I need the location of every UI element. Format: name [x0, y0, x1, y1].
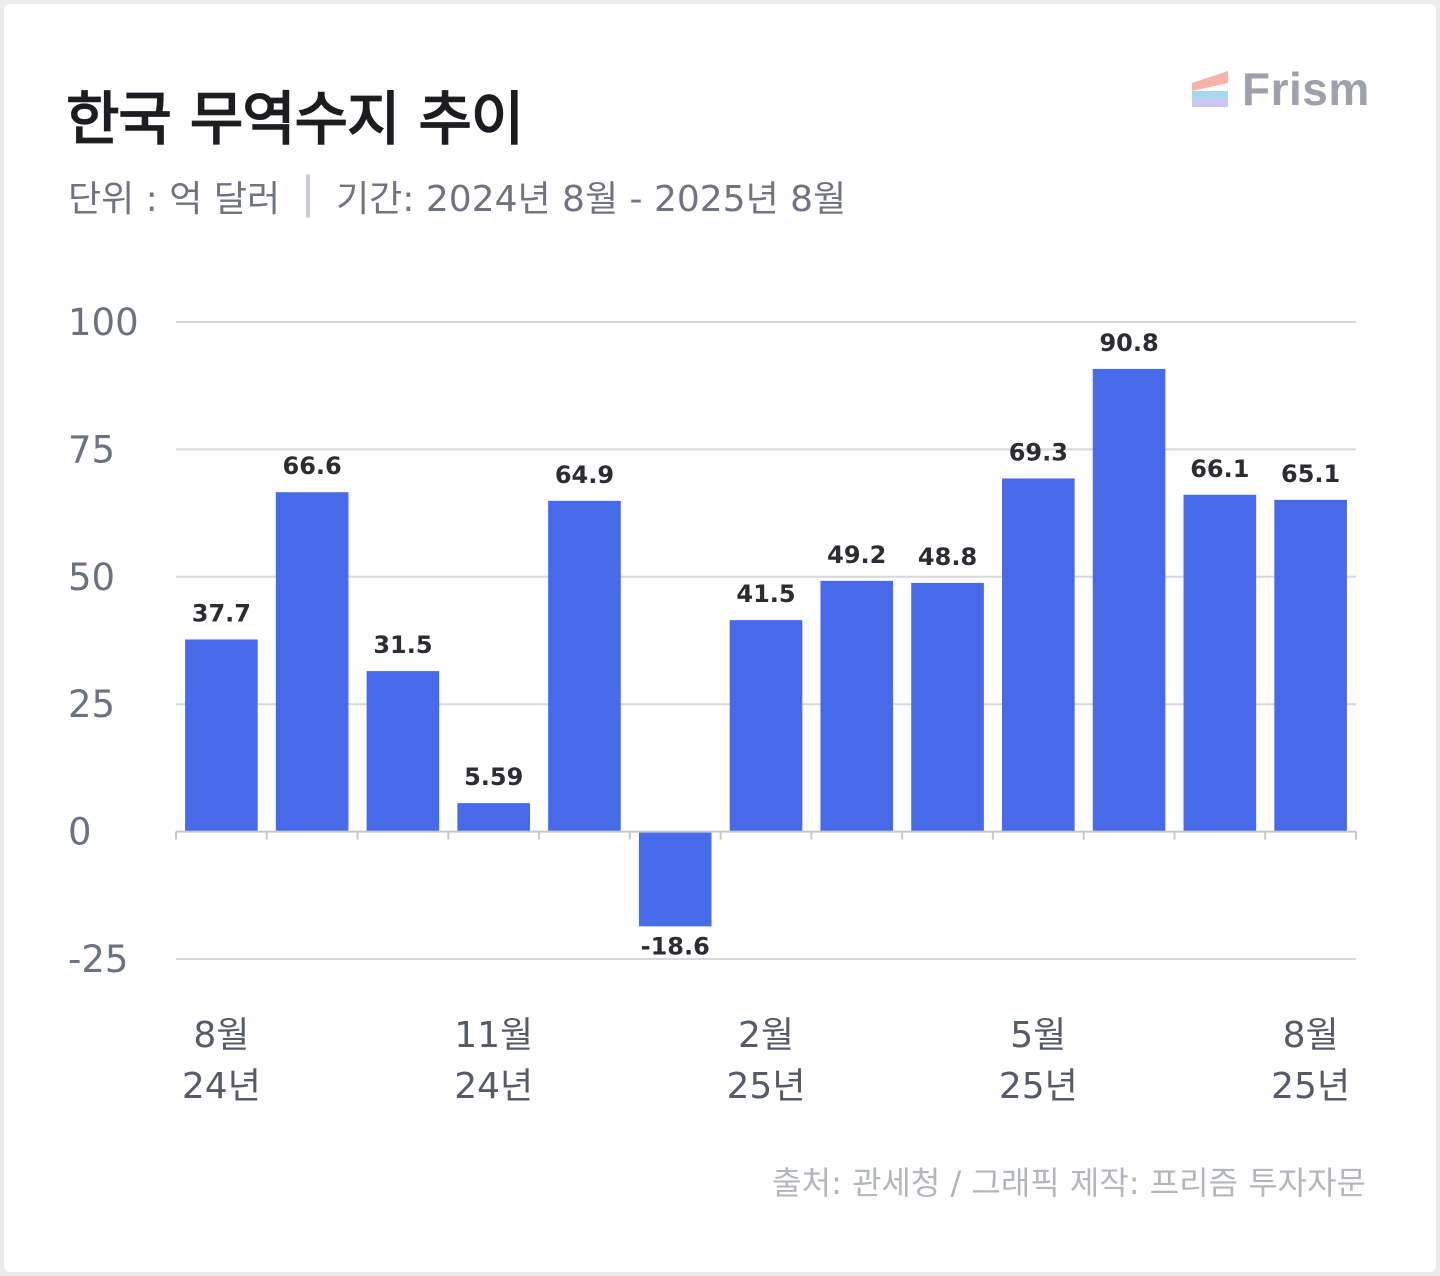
brand-name: Frism [1242, 63, 1370, 115]
bar [275, 492, 349, 832]
bar [820, 580, 894, 832]
data-label: -18.6 [641, 932, 710, 960]
chart-subtitle: 단위 : 억 달러 기간: 2024년 8월 - 2025년 8월 [68, 170, 846, 222]
data-label: 49.2 [827, 541, 886, 569]
brand-logo: Frism [1190, 62, 1370, 116]
unit-label: 단위 : 억 달러 [68, 179, 281, 220]
x-label-month: 8월 [193, 1015, 249, 1056]
x-label-year: 25년 [727, 1066, 806, 1107]
y-tick-label: -25 [68, 938, 128, 981]
bar [1183, 494, 1257, 832]
data-label: 64.9 [555, 461, 614, 489]
bar [1002, 478, 1075, 832]
data-label: 90.8 [1099, 329, 1158, 357]
bar [548, 500, 621, 832]
x-label-month: 11월 [454, 1015, 533, 1056]
data-label: 66.1 [1190, 455, 1249, 483]
y-axis-ticks: 100 75 50 25 0 -25 [68, 301, 139, 981]
y-tick-label: 50 [68, 556, 115, 599]
y-tick-label: 0 [68, 811, 92, 854]
source-note: 출처: 관세청 / 그래픽 제작: 프리즘 투자자문 [772, 1164, 1366, 1202]
data-label: 48.8 [918, 543, 977, 571]
frism-logo-icon [1192, 71, 1228, 107]
data-label: 65.1 [1281, 460, 1340, 488]
bar [911, 582, 984, 832]
data-label: 69.3 [1009, 438, 1068, 466]
x-label-year: 25년 [1271, 1066, 1350, 1107]
x-label-month: 5월 [1010, 1015, 1066, 1056]
data-label: 41.5 [736, 580, 795, 608]
data-label: 66.6 [283, 452, 342, 480]
period-label: 기간: 2024년 8월 - 2025년 8월 [336, 179, 847, 220]
x-label-year: 25년 [999, 1066, 1078, 1107]
bar [1092, 368, 1166, 832]
chart-title: 한국 무역수지 추이 [66, 85, 524, 153]
data-label: 5.59 [464, 763, 523, 791]
y-tick-label: 25 [68, 683, 115, 726]
x-label-month: 8월 [1283, 1015, 1339, 1056]
x-label-year: 24년 [454, 1066, 533, 1107]
bar [366, 671, 440, 832]
bar [1274, 499, 1347, 832]
bar [185, 639, 258, 832]
x-label-year: 24년 [182, 1066, 261, 1107]
x-axis-labels: 8월 24년 11월 24년 2월 25년 5월 25년 8월 25년 [182, 1015, 1350, 1107]
bar [638, 831, 712, 927]
y-tick-label: 75 [68, 428, 115, 471]
x-label-month: 2월 [738, 1015, 794, 1056]
data-label: 31.5 [373, 631, 432, 659]
data-label: 37.7 [192, 599, 251, 627]
data-labels: 37.7 66.6 31.5 5.59 64.9 -18.6 41.5 49.2 48.8 69.… [192, 329, 1340, 961]
y-tick-label: 100 [68, 301, 139, 344]
subtitle-divider [306, 174, 311, 218]
bar [457, 803, 530, 832]
bars [185, 368, 1347, 927]
x-axis [175, 830, 1357, 840]
bar [729, 620, 803, 832]
